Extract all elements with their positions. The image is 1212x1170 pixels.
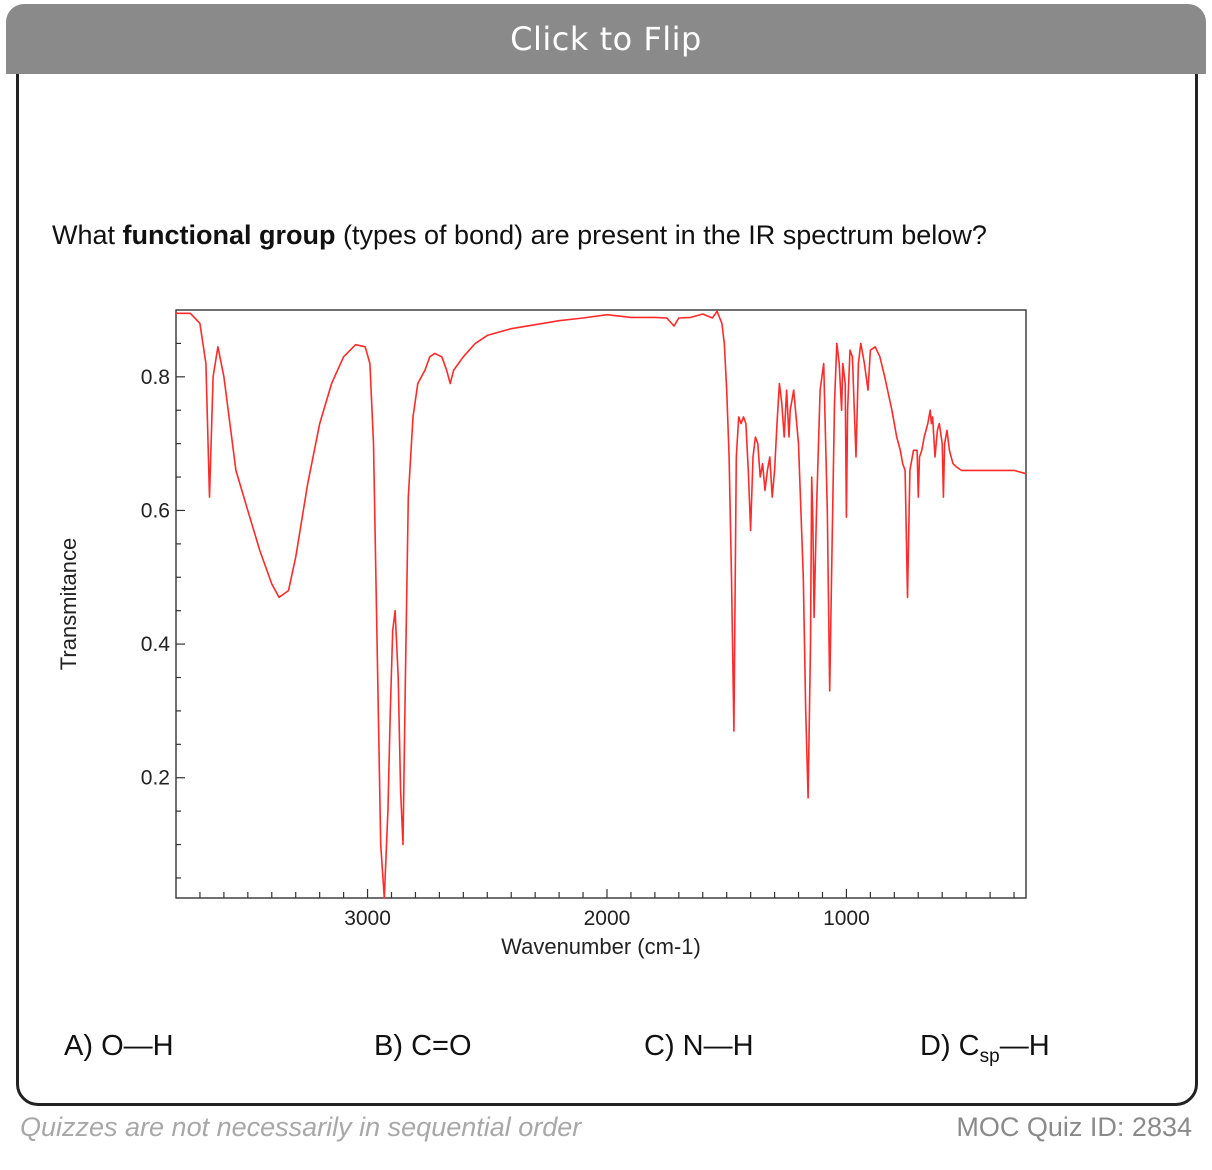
y-tick-label: 0.4: [141, 633, 171, 656]
answer-atom-left: C: [958, 1030, 980, 1062]
y-tick-label: 0.6: [141, 499, 170, 522]
flip-button[interactable]: Click to Flip: [6, 4, 1206, 74]
answer-option-d[interactable]: D) Csp—H: [920, 1030, 1050, 1068]
answer-option-c[interactable]: C) N—H: [644, 1030, 754, 1063]
plot-frame: [175, 309, 1027, 899]
spectrum-line: [176, 310, 1027, 899]
answer-atom-right: H: [1028, 1030, 1050, 1062]
answer-bond: —: [999, 1030, 1029, 1062]
flip-button-label: Click to Flip: [510, 20, 702, 58]
x-tick-label: 1000: [823, 907, 870, 930]
answer-subscript: sp: [979, 1045, 1000, 1067]
answer-bond-text: C=O: [411, 1030, 472, 1062]
answer-atom-left: O: [101, 1030, 124, 1062]
ir-spectrum-chart: 0.2 0.4 0.6 0.8 3000 2000 1000 Wavenumber (cm…: [56, 309, 1027, 959]
y-tick-label: 0.8: [141, 366, 170, 389]
answer-atom-right: H: [152, 1030, 174, 1062]
answer-letter: D): [920, 1030, 951, 1062]
answer-letter: B): [374, 1030, 403, 1062]
question-text: What functional group (types of bond) ar…: [52, 220, 987, 251]
x-tick-label: 3000: [344, 907, 391, 930]
footer-note: Quizzes are not necessarily in sequentia…: [20, 1112, 582, 1142]
x-tick-labels: 3000 2000 1000: [344, 907, 870, 930]
answer-atom-left: N: [682, 1030, 704, 1062]
quiz-id: MOC Quiz ID: 2834: [956, 1112, 1192, 1142]
x-axis-label: Wavenumber (cm-1): [501, 934, 701, 959]
y-tick-labels: 0.2 0.4 0.6 0.8: [141, 366, 171, 790]
answer-atom-right: H: [732, 1030, 754, 1062]
axis-ticks: [176, 342, 1015, 898]
answer-bond: —: [703, 1030, 733, 1062]
answer-bond: —: [123, 1030, 153, 1062]
answer-option-a[interactable]: A) O—H: [64, 1030, 174, 1063]
x-tick-label: 2000: [584, 907, 631, 930]
y-tick-label: 0.2: [141, 767, 170, 790]
y-axis-label: Transmitance: [56, 538, 81, 670]
answer-letter: C): [644, 1030, 675, 1062]
answer-option-b[interactable]: B) C=O: [374, 1030, 472, 1063]
question-emphasis: functional group: [122, 220, 336, 250]
answer-letter: A): [64, 1030, 93, 1062]
question-suffix: (types of bond) are present in the IR sp…: [335, 220, 987, 250]
question-prefix: What: [52, 220, 123, 250]
